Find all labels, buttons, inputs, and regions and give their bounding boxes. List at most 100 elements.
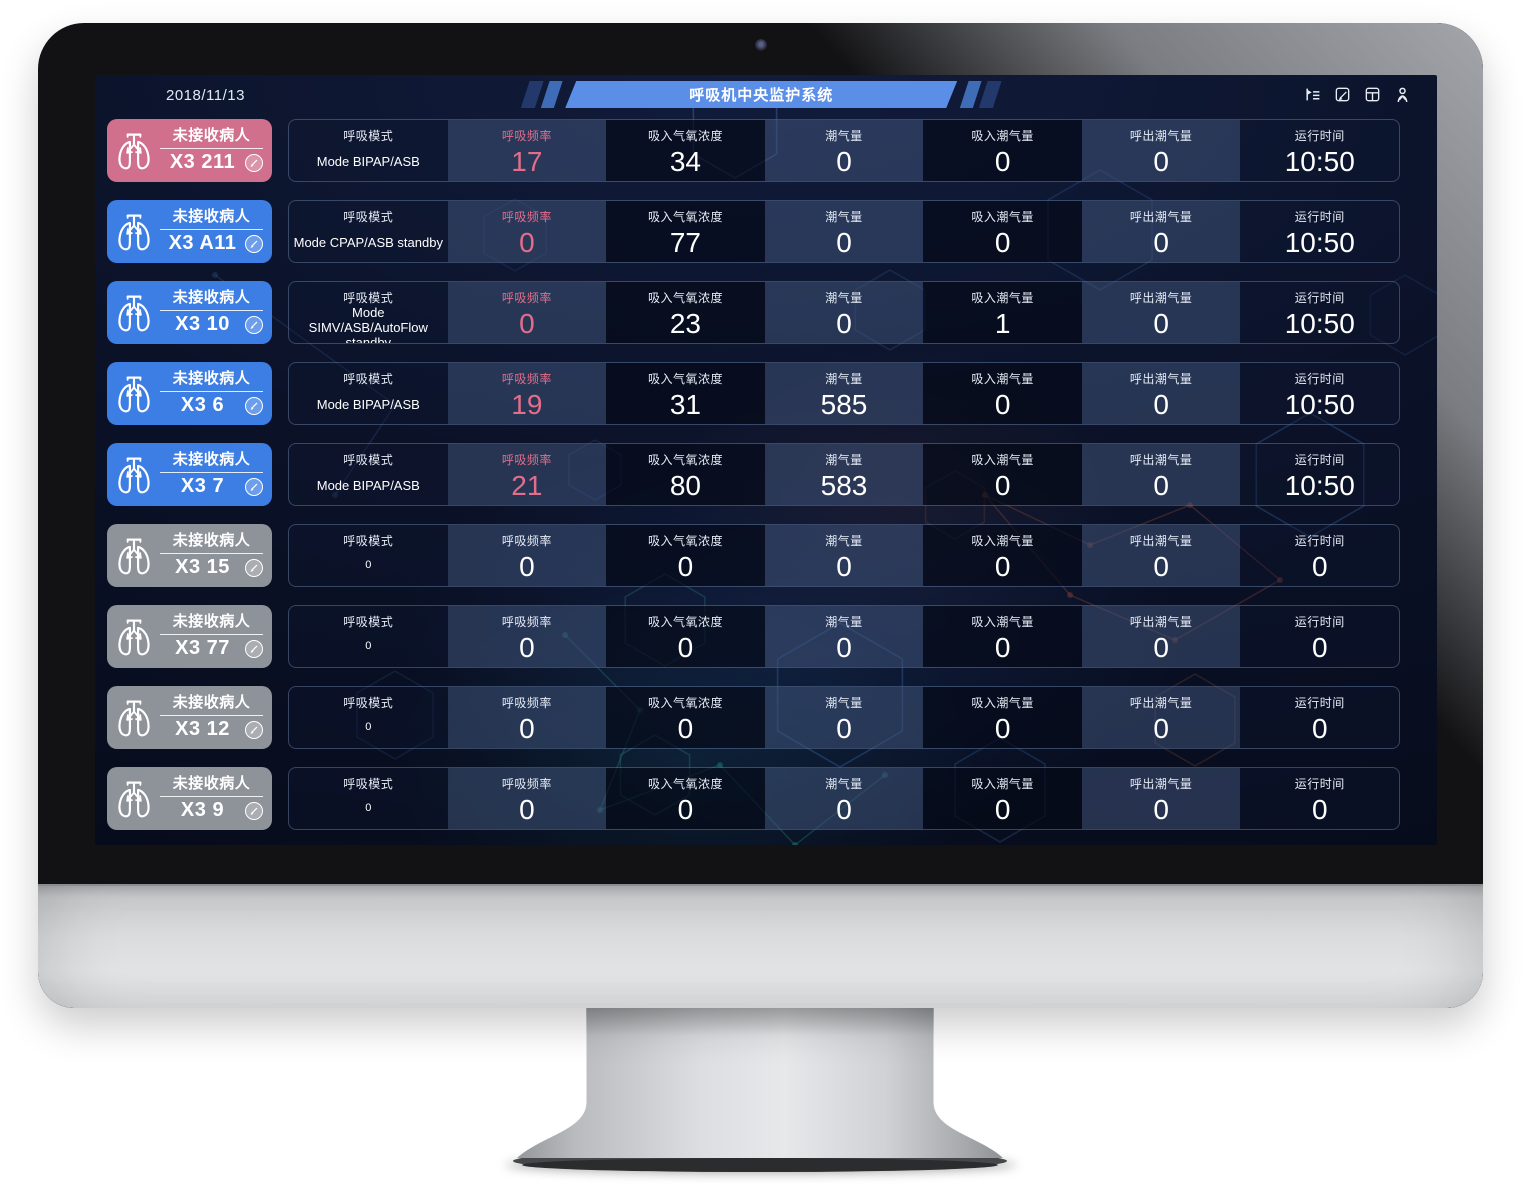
edit-pencil-icon[interactable] bbox=[245, 234, 263, 253]
patient-status-label: 未接收病人 bbox=[172, 451, 251, 468]
cell-mode: 呼吸模式 Mode BIPAP/ASB bbox=[289, 444, 448, 505]
cell-insp-tidal: 吸入潮气量 0 bbox=[923, 201, 1082, 262]
cell-value-insp-tidal: 0 bbox=[994, 631, 1011, 663]
vitals-panel: 呼吸模式 Mode CPAP/ASB standby 呼吸频率 0 吸入气氧浓度 77 潮气… bbox=[288, 200, 1400, 263]
bed-id: X3 15 bbox=[175, 556, 230, 578]
cell-insp-tidal: 吸入潮气量 0 bbox=[923, 120, 1082, 181]
patient-badge[interactable]: 未接收病人 X3 15 bbox=[107, 524, 272, 587]
cell-insp-tidal: 吸入潮气量 0 bbox=[923, 687, 1082, 748]
patient-badge[interactable]: 未接收病人 X3 9 bbox=[107, 767, 272, 830]
cell-insp-tidal: 吸入潮气量 0 bbox=[923, 768, 1082, 829]
cell-label-runtime: 运行时间 bbox=[1294, 129, 1345, 143]
cell-tidal-volume: 潮气量 0 bbox=[764, 768, 924, 829]
edit-pencil-icon[interactable] bbox=[245, 639, 263, 658]
cell-fio2: 吸入气氧浓度 31 bbox=[606, 363, 765, 424]
patient-row: 未接收病人 X3 7 呼吸模式 Mode BIPAP/ASB 呼吸频率 21 吸入气氧浓… bbox=[107, 443, 1400, 506]
cell-value-runtime: 0 bbox=[1311, 712, 1328, 744]
cell-insp-tidal: 吸入潮气量 0 bbox=[923, 525, 1082, 586]
edit-pencil-icon[interactable] bbox=[245, 153, 263, 172]
cell-insp-tidal: 吸入潮气量 1 bbox=[923, 282, 1082, 343]
bed-id: X3 9 bbox=[180, 799, 225, 821]
cell-value-exp-tidal: 0 bbox=[1153, 388, 1169, 420]
collapse-list-icon[interactable] bbox=[1304, 86, 1321, 103]
edit-pencil-icon[interactable] bbox=[245, 720, 263, 739]
cell-value-rate: 17 bbox=[511, 145, 543, 177]
cell-label-tidal-volume: 潮气量 bbox=[825, 534, 863, 548]
cell-label-mode: 呼吸模式 bbox=[343, 534, 394, 548]
patient-badge[interactable]: 未接收病人 X3 7 bbox=[107, 443, 272, 506]
cell-label-runtime: 运行时间 bbox=[1294, 534, 1345, 548]
cell-value-runtime: 10:50 bbox=[1284, 226, 1355, 258]
cell-value-tidal-volume: 0 bbox=[836, 712, 852, 744]
cell-value-runtime: 0 bbox=[1311, 631, 1328, 663]
cell-exp-tidal: 呼出潮气量 0 bbox=[1081, 201, 1241, 262]
patient-badge[interactable]: 未接收病人 X3 211 bbox=[107, 119, 272, 182]
cell-value-mode: Mode BIPAP/ASB bbox=[316, 397, 420, 413]
badge-text: 未接收病人 X3 12 bbox=[160, 694, 263, 741]
patient-row: 未接收病人 X3 15 呼吸模式 0 呼吸频率 0 吸入气氧浓度 0 潮气量 0 吸入潮气量 0 呼… bbox=[107, 524, 1400, 587]
cell-value-mode: Mode BIPAP/ASB bbox=[316, 154, 420, 170]
cell-label-tidal-volume: 潮气量 bbox=[825, 777, 863, 791]
patient-badge[interactable]: 未接收病人 X3 77 bbox=[107, 605, 272, 668]
lung-icon bbox=[114, 372, 154, 416]
cell-value-insp-tidal: 0 bbox=[994, 226, 1011, 258]
cell-value-fio2: 0 bbox=[677, 712, 694, 744]
cell-label-exp-tidal: 呼出潮气量 bbox=[1129, 777, 1193, 791]
cell-exp-tidal: 呼出潮气量 0 bbox=[1081, 120, 1241, 181]
edit-pencil-icon[interactable] bbox=[245, 558, 263, 577]
bed-id: X3 12 bbox=[175, 718, 230, 740]
cell-value-exp-tidal: 0 bbox=[1153, 712, 1169, 744]
cell-tidal-volume: 潮气量 0 bbox=[764, 606, 924, 667]
cell-label-exp-tidal: 呼出潮气量 bbox=[1129, 291, 1193, 305]
bed-id: X3 77 bbox=[175, 637, 230, 659]
cell-tidal-volume: 潮气量 585 bbox=[764, 363, 924, 424]
lung-icon bbox=[114, 210, 154, 254]
cell-label-runtime: 运行时间 bbox=[1294, 453, 1345, 467]
edit-note-icon[interactable] bbox=[1334, 86, 1351, 103]
patient-badge[interactable]: 未接收病人 X3 12 bbox=[107, 686, 272, 749]
bed-id: X3 10 bbox=[175, 313, 230, 335]
lung-icon bbox=[114, 534, 154, 578]
cell-label-runtime: 运行时间 bbox=[1294, 372, 1345, 386]
cell-label-insp-tidal: 吸入潮气量 bbox=[971, 453, 1034, 467]
user-icon[interactable] bbox=[1394, 86, 1411, 103]
edit-pencil-icon[interactable] bbox=[245, 315, 263, 334]
badge-divider bbox=[160, 472, 263, 473]
patient-row: 未接收病人 X3 6 呼吸模式 Mode BIPAP/ASB 呼吸频率 19 吸入气氧浓… bbox=[107, 362, 1400, 425]
cell-value-exp-tidal: 0 bbox=[1153, 631, 1169, 663]
monitor-frame: 2018/11/13 呼吸机中央监护系统 bbox=[38, 23, 1483, 1008]
cell-label-mode: 呼吸模式 bbox=[343, 777, 394, 791]
cell-tidal-volume: 潮气量 0 bbox=[764, 120, 924, 181]
edit-pencil-icon[interactable] bbox=[245, 801, 263, 820]
patient-badge[interactable]: 未接收病人 X3 10 bbox=[107, 281, 272, 344]
patient-badge[interactable]: 未接收病人 X3 A11 bbox=[107, 200, 272, 263]
cell-value-mode: 0 bbox=[365, 721, 372, 734]
cell-label-tidal-volume: 潮气量 bbox=[825, 372, 863, 386]
edit-pencil-icon[interactable] bbox=[245, 477, 263, 496]
cell-label-exp-tidal: 呼出潮气量 bbox=[1129, 696, 1193, 710]
edit-pencil-icon[interactable] bbox=[245, 396, 263, 415]
cell-runtime: 运行时间 10:50 bbox=[1240, 444, 1399, 505]
cell-rate: 呼吸频率 0 bbox=[447, 201, 607, 262]
patient-row: 未接收病人 X3 A11 呼吸模式 Mode CPAP/ASB standby 呼吸… bbox=[107, 200, 1400, 263]
cell-value-tidal-volume: 0 bbox=[836, 631, 852, 663]
layout-icon[interactable] bbox=[1364, 86, 1381, 103]
patient-badge[interactable]: 未接收病人 X3 6 bbox=[107, 362, 272, 425]
cell-tidal-volume: 潮气量 0 bbox=[764, 282, 924, 343]
cell-label-mode: 呼吸模式 bbox=[343, 129, 394, 143]
patient-status-label: 未接收病人 bbox=[172, 613, 251, 630]
cell-rate: 呼吸频率 0 bbox=[447, 687, 607, 748]
cell-label-rate: 呼吸频率 bbox=[501, 291, 552, 305]
banner-stripe-icon bbox=[520, 81, 544, 108]
patient-status-label: 未接收病人 bbox=[172, 370, 251, 387]
cell-value-rate: 0 bbox=[519, 307, 535, 339]
cell-mode: 呼吸模式 0 bbox=[289, 768, 448, 829]
badge-text: 未接收病人 X3 211 bbox=[160, 127, 263, 174]
cell-fio2: 吸入气氧浓度 34 bbox=[606, 120, 765, 181]
cell-label-fio2: 吸入气氧浓度 bbox=[647, 453, 723, 467]
patient-status-label: 未接收病人 bbox=[172, 775, 251, 792]
vitals-panel: 呼吸模式 0 呼吸频率 0 吸入气氧浓度 0 潮气量 0 吸入潮气量 0 呼出潮气量 0 运行时间 0 bbox=[288, 767, 1400, 830]
cell-label-runtime: 运行时间 bbox=[1294, 615, 1345, 629]
banner-plate: 呼吸机中央监护系统 bbox=[565, 81, 957, 108]
